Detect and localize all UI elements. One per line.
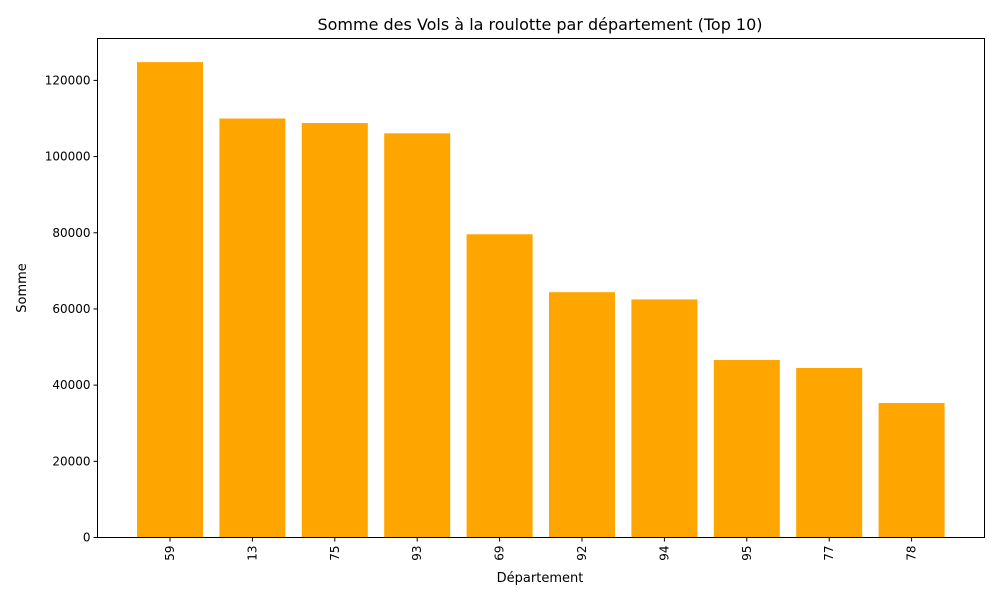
bar-59 (137, 62, 203, 538)
x-tick-label: 93 (410, 546, 424, 561)
bar-77 (796, 367, 863, 538)
y-tick-label: 60000 (52, 302, 90, 316)
y-tick-label: 0 (83, 531, 91, 545)
x-tick-label: 13 (245, 546, 259, 561)
x-tick-label: 78 (905, 546, 919, 561)
bars-group (137, 62, 945, 538)
bar-69 (466, 234, 533, 538)
x-tick-label: 94 (657, 546, 671, 561)
bar-75 (301, 123, 368, 538)
y-tick-label: 40000 (52, 378, 90, 392)
bar-95 (713, 359, 780, 538)
y-tick-label: 20000 (52, 454, 90, 468)
x-tick-label: 59 (163, 546, 177, 561)
y-tick-label: 100000 (45, 150, 91, 164)
x-axis-ticks: 59 13 75 93 69 92 94 95 77 78 (163, 537, 919, 561)
x-tick-label: 95 (740, 546, 754, 561)
chart-title: Somme des Vols à la roulotte par départe… (317, 15, 762, 34)
x-tick-label: 77 (822, 546, 836, 561)
bar-92 (549, 292, 615, 538)
x-axis-label: Département (497, 571, 584, 586)
y-axis-label: Somme (15, 263, 30, 313)
y-tick-label: 120000 (45, 73, 91, 87)
y-tick-label: 80000 (52, 226, 90, 240)
x-tick-label: 69 (493, 546, 507, 561)
bar-94 (631, 299, 698, 538)
bar-93 (384, 133, 451, 538)
x-tick-label: 92 (575, 546, 589, 561)
y-axis-ticks: 0 20000 40000 60000 80000 100000 120000 (45, 73, 98, 545)
plot-frame (97, 38, 985, 538)
x-tick-label: 75 (328, 546, 342, 561)
bar-13 (219, 118, 286, 538)
bar-78 (878, 403, 945, 538)
